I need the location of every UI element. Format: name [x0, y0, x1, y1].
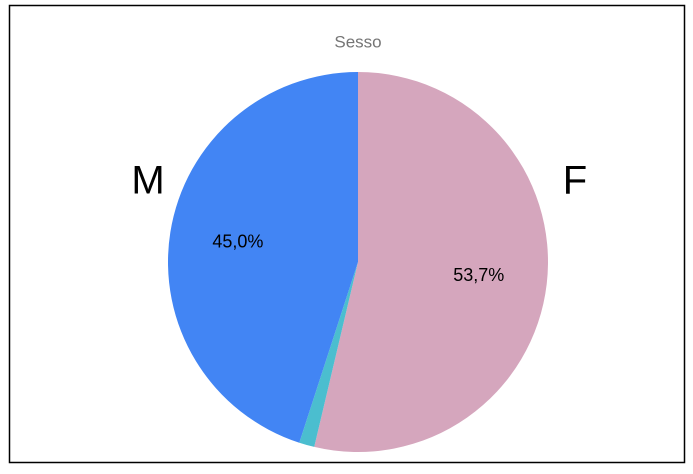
pie-slice	[167, 72, 358, 443]
pie-slice	[299, 262, 358, 447]
slice-label: 53,7%	[453, 265, 504, 285]
pie-slice	[314, 72, 548, 452]
category-label: M	[131, 159, 164, 203]
chart-title: Sesso	[334, 32, 381, 51]
category-label: F	[563, 159, 587, 203]
slice-label: 45,0%	[212, 232, 263, 252]
